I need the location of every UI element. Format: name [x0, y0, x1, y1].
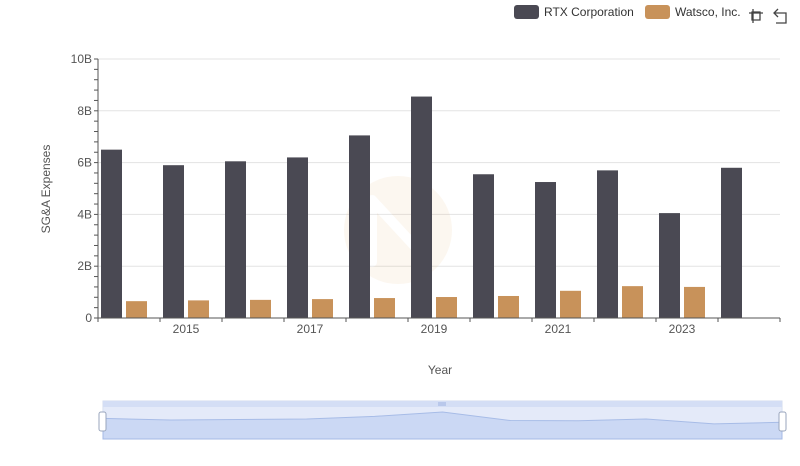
x-axis-label: Year [428, 363, 452, 377]
bar-rtx-2014[interactable] [101, 149, 122, 318]
bar-rtx-2019[interactable] [411, 96, 432, 319]
bar-rtx-2015[interactable] [163, 165, 184, 318]
y-axis-label: SG&A Expenses [39, 145, 53, 234]
legend-label: Watsco, Inc. [675, 5, 741, 19]
bar-rtx-2021[interactable] [535, 182, 556, 318]
bar-watsco-2017[interactable] [312, 299, 333, 318]
x-tick-label: 2017 [297, 322, 324, 336]
y-tick-label: 2B [77, 259, 92, 273]
slider-right-handle[interactable] [778, 411, 787, 432]
bars [101, 96, 742, 319]
legend-item-watsco[interactable]: Watsco, Inc. [645, 5, 741, 19]
zoom-icon[interactable] [748, 8, 764, 24]
axes: 0 2B 4B 6B 8B 10B 2015 2017 2019 2021 2023 [71, 52, 781, 336]
bar-rtx-2016[interactable] [225, 161, 246, 318]
x-tick-label: 2021 [545, 322, 572, 336]
x-tick-label: 2019 [421, 322, 448, 336]
slider-top-grip[interactable] [438, 402, 446, 406]
bar-rtx-2018[interactable] [349, 135, 370, 318]
y-tick-label: 4B [77, 207, 92, 221]
bar-watsco-2014[interactable] [126, 301, 147, 318]
bar-watsco-2015[interactable] [188, 300, 209, 318]
legend-swatch [645, 5, 670, 19]
y-tick-label: 8B [77, 104, 92, 118]
bar-watsco-2023[interactable] [684, 286, 705, 318]
bar-watsco-2021[interactable] [560, 290, 581, 318]
reset-zoom-icon[interactable] [772, 8, 788, 24]
legend-swatch [514, 5, 539, 19]
y-tick-label: 6B [77, 156, 92, 170]
bar-rtx-2023[interactable] [659, 213, 680, 318]
bar-watsco-2016[interactable] [250, 299, 271, 318]
bar-rtx-2017[interactable] [287, 157, 308, 318]
bar-rtx-2022[interactable] [597, 170, 618, 318]
legend-item-rtx[interactable]: RTX Corporation [514, 5, 634, 19]
x-tick-label: 2023 [669, 322, 696, 336]
bar-watsco-2019[interactable] [436, 297, 457, 318]
slider-left-handle[interactable] [98, 411, 107, 432]
bar-watsco-2018[interactable] [374, 298, 395, 318]
legend: RTX Corporation Watsco, Inc. [514, 5, 741, 19]
x-tick-label: 2015 [173, 322, 200, 336]
bar-watsco-2022[interactable] [622, 286, 643, 318]
bar-watsco-2020[interactable] [498, 295, 519, 318]
y-tick-label: 10B [71, 52, 92, 66]
data-zoom-slider[interactable] [98, 400, 787, 440]
slider-preview-area [102, 411, 783, 440]
y-tick-label: 0 [85, 311, 92, 325]
legend-label: RTX Corporation [544, 5, 634, 19]
bar-rtx-2024[interactable] [721, 167, 742, 318]
bar-rtx-2020[interactable] [473, 174, 494, 318]
